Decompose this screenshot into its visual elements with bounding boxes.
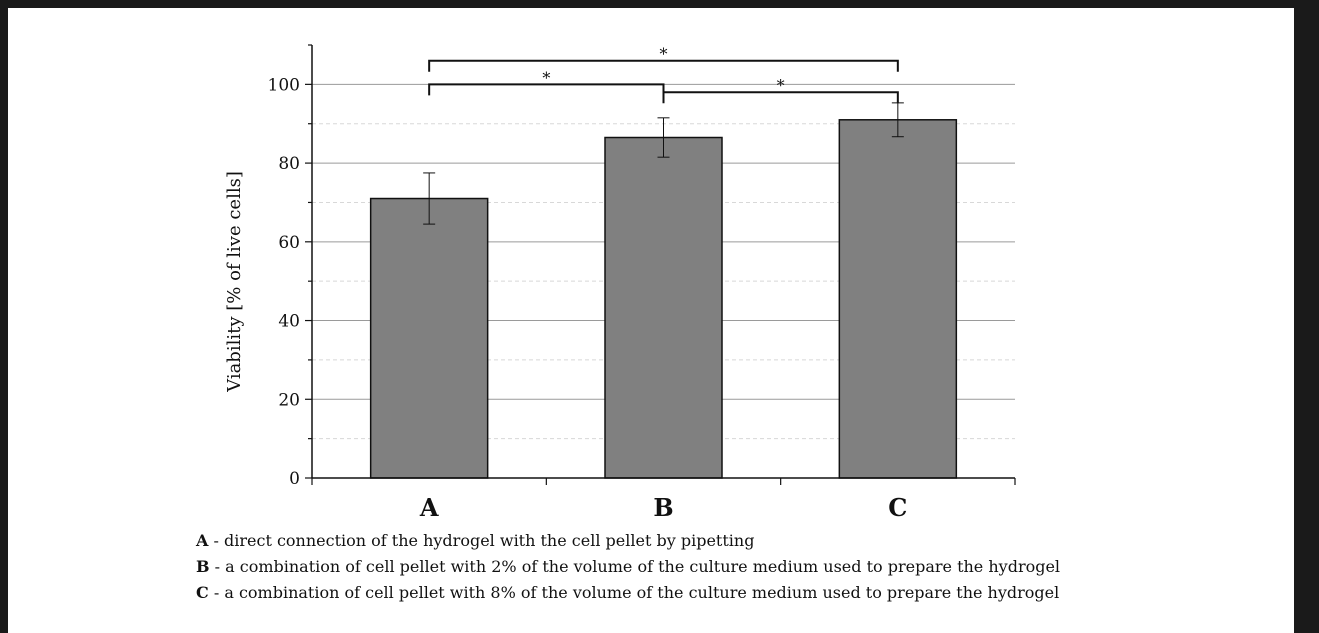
legend-text: - a combination of cell pellet with 2% o… [209, 557, 1061, 576]
x-tick-label-b: B [653, 493, 673, 522]
y-tick-label: 20 [278, 390, 300, 410]
x-tick-label-c: C [888, 493, 907, 522]
significance-bracket [662, 91, 899, 104]
y-tick-label: 40 [278, 312, 300, 332]
legend-text: - a combination of cell pellet with 8% o… [208, 583, 1060, 602]
legend: A - direct connection of the hydrogel wi… [196, 528, 1196, 606]
legend-text: - direct connection of the hydrogel with… [208, 531, 755, 550]
significance-label: * [542, 68, 550, 87]
y-tick-label: 0 [289, 469, 300, 489]
legend-key: A [196, 531, 209, 550]
significance-label: * [777, 76, 785, 95]
bar-c [838, 119, 958, 479]
legend-item-a: A - direct connection of the hydrogel wi… [196, 528, 1196, 554]
bar-b [604, 136, 723, 479]
significance-bracket [428, 83, 665, 96]
y-tick-label: 60 [278, 233, 300, 253]
bar-a [369, 197, 489, 479]
significance-bracket [428, 59, 899, 72]
significance-label: * [660, 45, 668, 64]
y-tick-label: 100 [268, 75, 300, 95]
y-tick-label: 80 [278, 154, 300, 174]
x-tick-label-a: A [419, 493, 439, 522]
legend-item-c: C - a combination of cell pellet with 8%… [196, 580, 1196, 606]
legend-item-b: B - a combination of cell pellet with 2%… [196, 554, 1196, 580]
legend-key: B [196, 557, 210, 576]
y-axis-label: Viability [% of live cells] [224, 171, 245, 393]
legend-key: C [196, 583, 209, 602]
